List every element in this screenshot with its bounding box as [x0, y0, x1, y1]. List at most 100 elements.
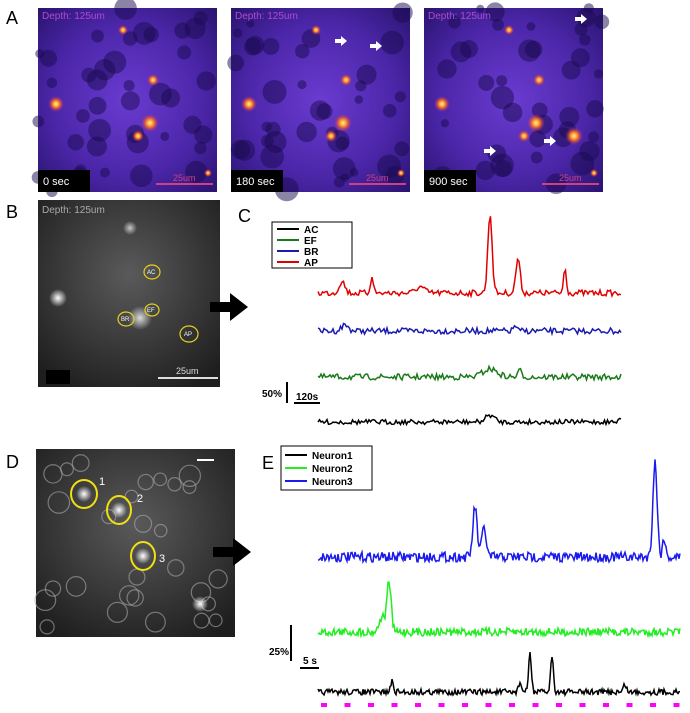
texture — [297, 80, 307, 90]
texture — [296, 121, 317, 143]
time-label: 0 sec — [43, 176, 70, 188]
legend-label: EF — [304, 236, 317, 247]
texture — [588, 131, 599, 143]
texture — [354, 95, 364, 104]
texture — [490, 85, 515, 110]
stimulus — [438, 703, 445, 707]
cell — [135, 548, 151, 564]
legend-label: AP — [304, 258, 318, 269]
texture — [86, 69, 108, 91]
cell — [123, 221, 137, 235]
stimulus — [368, 703, 374, 707]
image-panel-a: Depth: 125um 0 sec 25um Depth: 125um 180 sec… — [31, 0, 610, 202]
texture — [448, 16, 461, 29]
texture — [440, 119, 450, 128]
texture — [586, 100, 604, 118]
cell — [49, 289, 67, 307]
trace — [317, 413, 622, 427]
depth-label: Depth: 125um — [42, 205, 105, 216]
panel-label: B — [6, 202, 18, 222]
texture — [332, 157, 356, 180]
texture — [67, 133, 84, 151]
texture — [265, 121, 281, 137]
stimulus — [415, 703, 421, 707]
stimulus-markers — [321, 703, 680, 707]
roi-label: AC — [147, 270, 156, 276]
depth-label: Depth: 125um — [42, 11, 105, 22]
legend-items: Neuron1 Neuron2 Neuron3 — [285, 451, 353, 488]
scale-label: 50% — [262, 389, 282, 400]
cell — [132, 130, 144, 142]
texture — [333, 176, 345, 188]
stimulus — [603, 703, 609, 707]
texture — [579, 34, 591, 46]
cell — [111, 502, 127, 518]
scale-label: 25um — [559, 173, 582, 183]
cell — [44, 580, 62, 597]
cell — [39, 619, 55, 635]
legend-label: Neuron1 — [312, 451, 353, 462]
texture — [232, 28, 243, 38]
texture — [394, 141, 410, 157]
cell — [527, 114, 545, 132]
texture — [356, 64, 377, 85]
texture — [103, 50, 127, 74]
mask — [46, 370, 70, 384]
texture — [476, 4, 485, 13]
trace — [317, 364, 622, 383]
texture — [196, 71, 216, 91]
cell — [124, 489, 139, 504]
panel-label: E — [262, 453, 274, 473]
panel-label: D — [6, 452, 19, 472]
texture — [185, 160, 208, 183]
texture — [485, 2, 505, 22]
arrow — [210, 293, 248, 321]
texture — [194, 141, 207, 155]
cell — [518, 130, 530, 142]
cell — [167, 559, 185, 577]
scale-label: 25um — [173, 173, 196, 183]
cell — [137, 473, 154, 491]
texture — [88, 118, 111, 142]
texture — [88, 96, 107, 115]
depth-label: Depth: 125um — [428, 11, 491, 22]
texture — [262, 80, 287, 104]
texture — [525, 40, 543, 59]
texture — [478, 74, 495, 91]
stimulus — [485, 703, 492, 707]
cell — [147, 74, 159, 86]
arrow — [370, 41, 382, 51]
texture — [262, 37, 280, 55]
cell — [118, 25, 128, 35]
cell — [71, 454, 90, 473]
time-label: 900 sec — [429, 176, 468, 188]
roi-label: EF — [147, 308, 155, 314]
texture — [437, 59, 457, 79]
texture — [184, 17, 206, 39]
scale-label: 25um — [176, 366, 199, 376]
scale-label: 25um — [366, 173, 389, 183]
texture — [183, 115, 202, 134]
scale-label: 25% — [269, 647, 289, 658]
cell — [504, 25, 514, 35]
roi-label: AP — [184, 332, 192, 338]
cell — [48, 96, 64, 112]
cell — [59, 462, 74, 477]
stimulus — [509, 703, 515, 707]
legend-label: BR — [304, 247, 319, 258]
texture — [227, 54, 244, 72]
arrow — [544, 136, 556, 146]
texture — [496, 75, 508, 87]
legend-label: AC — [304, 225, 318, 236]
cell — [325, 130, 337, 142]
roi-label: 3 — [159, 553, 165, 565]
cell — [533, 74, 545, 86]
texture — [160, 132, 170, 141]
time-box — [424, 170, 476, 192]
texture — [244, 37, 262, 56]
trace — [317, 652, 681, 698]
texture — [459, 40, 478, 58]
texture — [46, 77, 58, 89]
roi-label: BR — [121, 317, 130, 323]
cell — [311, 25, 321, 35]
